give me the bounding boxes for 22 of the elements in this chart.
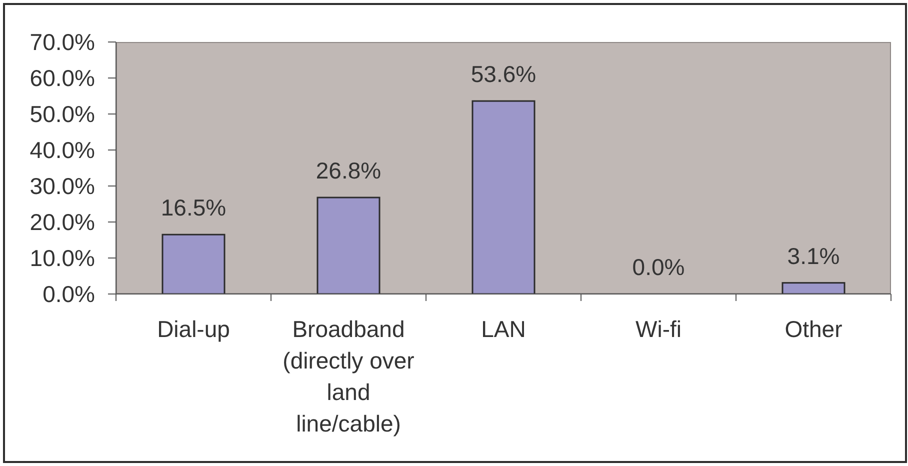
y-tick-label: 60.0% bbox=[30, 65, 95, 92]
bar bbox=[316, 196, 380, 294]
y-tick-label: 10.0% bbox=[30, 245, 95, 272]
y-tick-label: 0.0% bbox=[42, 281, 95, 308]
data-label: 3.1% bbox=[787, 242, 840, 269]
y-tick-label: 30.0% bbox=[30, 173, 95, 200]
bar bbox=[162, 234, 226, 294]
data-label: 26.8% bbox=[316, 158, 382, 184]
y-tick-label: 50.0% bbox=[30, 101, 95, 128]
x-tick-label: Broadband (directly over land line/cable) bbox=[282, 316, 415, 436]
data-label: 16.5% bbox=[160, 194, 226, 221]
bar bbox=[472, 100, 536, 294]
y-tick-label: 70.0% bbox=[30, 29, 95, 56]
x-tick-label: Wi-fi bbox=[636, 316, 682, 342]
data-label: 53.6% bbox=[470, 61, 536, 88]
y-tick-label: 20.0% bbox=[30, 209, 95, 236]
bar bbox=[782, 282, 846, 294]
y-tick-label: 40.0% bbox=[30, 137, 95, 164]
data-label: 0.0% bbox=[632, 254, 685, 280]
x-tick-label: LAN bbox=[481, 316, 526, 342]
x-tick-label: Dial-up bbox=[157, 316, 230, 342]
x-tick-label: Other bbox=[784, 316, 843, 342]
